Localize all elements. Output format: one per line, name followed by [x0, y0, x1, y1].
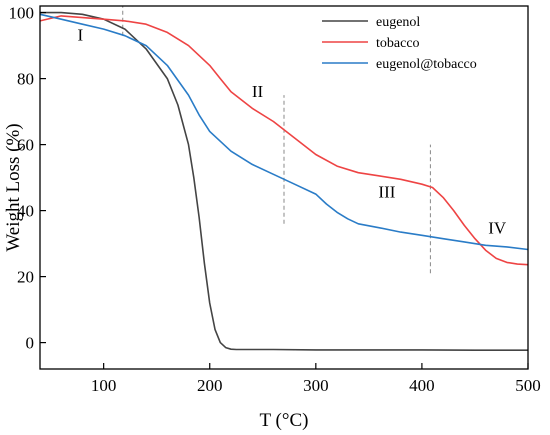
legend-label: eugenol — [376, 15, 420, 30]
y-axis-title: Weight Loss (%) — [3, 123, 24, 251]
series-line-eugenol — [40, 11, 528, 352]
x-tick-label: 400 — [409, 376, 435, 395]
x-tick-label: 500 — [515, 376, 541, 395]
y-tick-label: 0 — [26, 334, 35, 353]
stage-label: III — [378, 182, 395, 201]
series-line-eugenol-tobacco — [39, 13, 529, 251]
series-line-tobacco — [39, 15, 529, 266]
x-tick-label: 300 — [303, 376, 329, 395]
series-layer — [39, 11, 529, 352]
legend-label: tobacco — [376, 36, 420, 51]
x-axis-title: T (°C) — [260, 410, 309, 431]
y-tick-label: 100 — [9, 4, 35, 23]
stage-label: I — [77, 26, 83, 45]
y-tick-label: 60 — [17, 136, 34, 155]
plot-frame — [39, 5, 529, 370]
x-tick-label: 100 — [91, 376, 117, 395]
stage-label: IV — [488, 219, 507, 238]
legend-label: eugenol@tobacco — [376, 57, 477, 72]
y-tick-label: 80 — [17, 70, 34, 89]
y-tick-label: 40 — [17, 202, 34, 221]
axis-layer: 100 200 300 400 500 0 20 40 60 80 100 — [9, 4, 541, 395]
stage-label: II — [252, 82, 264, 101]
legend: eugenol tobacco eugenol@tobacco — [322, 15, 477, 72]
x-tick-label: 200 — [197, 376, 223, 395]
y-tick-label: 20 — [17, 268, 34, 287]
